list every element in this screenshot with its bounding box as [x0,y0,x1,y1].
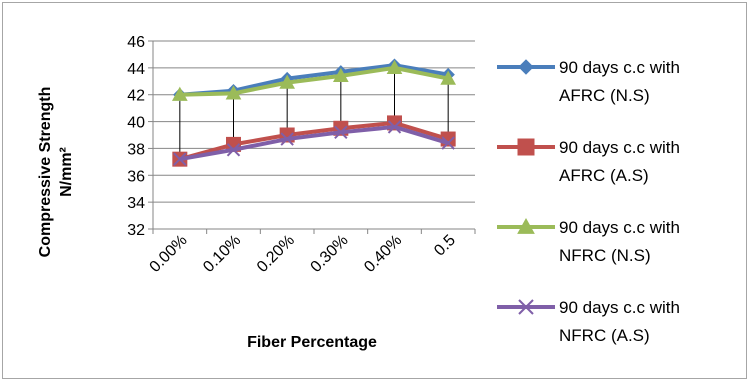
y-axis-title-line-2: N/mm² [58,147,75,197]
y-tick-label: 38 [127,141,145,158]
x-tick-label: 0.10% [200,232,244,276]
legend-label: AFRC (A.S) [559,166,649,185]
legend-item-2: 90 days c.c with AFRC (A.S) [497,138,680,185]
marker-triangle [440,70,457,85]
marker-triangle [386,59,403,74]
marker-triangle [332,67,349,83]
marker-x [518,299,534,315]
x-axis-title: Fiber Percentage [247,334,377,351]
legend-item-4: 90 days c.c with NFRC (A.S) [497,298,680,345]
series-line [179,63,449,97]
series-line [179,120,449,162]
legend-label: AFRC (N.S) [559,86,650,105]
series-line [179,65,449,97]
x-tick-label: 0.00% [147,232,191,276]
legend-label: NFRC (N.S) [559,246,651,265]
marker-x [334,125,348,140]
marker-triangle [171,86,188,101]
axes [148,40,476,234]
marker-x [441,136,455,150]
x-tick-labels: 0.00% 0.10% 0.20% 0.30% 0.40% 0.5 [147,232,460,276]
legend-label: 90 days c.c with [559,58,680,77]
y-tick-label: 34 [127,195,145,212]
marker-triangle [517,217,535,234]
legend-item-3: 90 days c.c with NFRC (N.S) [497,217,680,265]
marker-x [226,143,241,157]
marker-triangle [225,85,242,100]
series-4 [173,120,455,166]
marker-x [387,120,402,134]
y-tick-label: 42 [127,88,145,105]
marker-diamond [518,59,534,75]
legend-label: 90 days c.c with [559,298,680,317]
y-tick-label: 40 [127,115,145,132]
marker-x [173,152,187,166]
x-tick-label: 0.20% [254,232,298,276]
y-tick-label: 44 [127,61,145,78]
legend-item-1: 90 days c.c with AFRC (N.S) [497,58,680,105]
legend-label: NFRC (A.S) [559,326,650,345]
y-tick-label: 32 [127,222,145,239]
y-tick-label: 36 [127,168,145,185]
x-tick-label: 0.40% [361,232,405,276]
series-3 [171,59,457,101]
series-line [179,124,449,162]
y-tick-label: 46 [127,34,145,51]
marker-triangle [279,74,296,89]
y-tick-labels: 32 34 36 38 40 42 44 46 [127,34,145,239]
legend-label: 90 days c.c with [559,138,680,157]
chart-area [2,2,747,379]
marker-x [280,132,294,146]
legend-label: 90 days c.c with [559,218,680,237]
marker-square [517,138,535,156]
y-axis-title-line-1: Compressive Strength [37,87,54,258]
series-2 [172,115,456,167]
series-layer [171,58,457,167]
x-tick-label: 0.5 [431,232,459,260]
x-tick-label: 0.30% [308,232,352,276]
